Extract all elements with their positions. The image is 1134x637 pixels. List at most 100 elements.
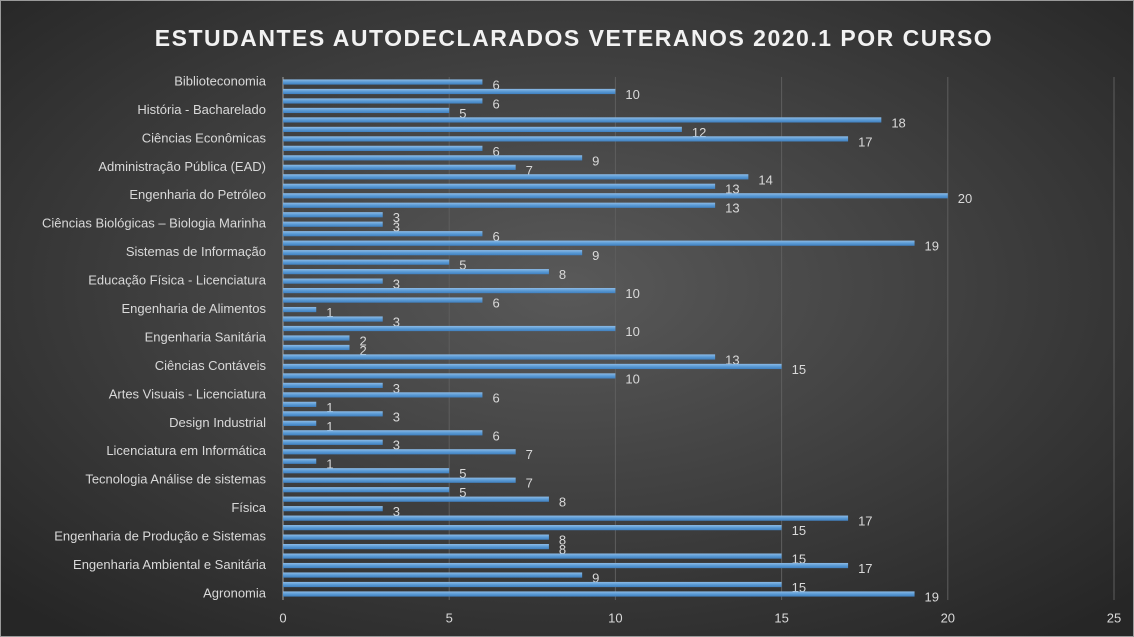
bar bbox=[283, 439, 383, 445]
data-label: 6 bbox=[492, 144, 499, 159]
data-label: 3 bbox=[393, 381, 400, 396]
y-tick-label: Engenharia Sanitária bbox=[145, 329, 267, 344]
data-label: 17 bbox=[858, 134, 872, 149]
bar bbox=[283, 174, 749, 180]
data-label: 20 bbox=[958, 191, 972, 206]
y-tick-label: Ciências Biológicas – Biologia Marinha bbox=[42, 216, 267, 231]
bar bbox=[283, 287, 616, 294]
data-label: 5 bbox=[459, 485, 466, 500]
data-label: 1 bbox=[326, 419, 333, 434]
data-label: 9 bbox=[592, 248, 599, 263]
data-label: 3 bbox=[393, 220, 400, 235]
bar bbox=[283, 98, 483, 104]
bar bbox=[283, 373, 616, 379]
bar bbox=[283, 382, 383, 389]
bar bbox=[283, 193, 948, 199]
x-tick-label: 5 bbox=[446, 610, 453, 625]
data-label: 8 bbox=[559, 542, 566, 557]
data-label: 5 bbox=[459, 106, 466, 121]
bar bbox=[283, 411, 383, 417]
y-tick-label: Física bbox=[231, 500, 266, 515]
data-label: 8 bbox=[559, 533, 566, 548]
bar bbox=[283, 430, 483, 436]
bar bbox=[283, 126, 682, 133]
bar bbox=[283, 581, 782, 588]
data-label: 7 bbox=[526, 447, 533, 462]
data-label: 6 bbox=[492, 428, 499, 443]
bar bbox=[283, 534, 549, 540]
bar bbox=[283, 553, 782, 559]
bar bbox=[283, 155, 583, 161]
data-label: 8 bbox=[559, 267, 566, 282]
bar bbox=[283, 278, 383, 284]
data-label: 18 bbox=[891, 115, 905, 130]
bar bbox=[283, 183, 716, 189]
bar bbox=[283, 306, 317, 313]
bar bbox=[283, 136, 849, 142]
bar bbox=[283, 269, 549, 275]
bar bbox=[283, 420, 317, 426]
data-label: 1 bbox=[326, 457, 333, 472]
data-label: 2 bbox=[359, 343, 366, 358]
data-label: 9 bbox=[592, 153, 599, 168]
bar bbox=[283, 231, 483, 237]
bar bbox=[283, 117, 882, 123]
bar bbox=[283, 259, 450, 265]
data-label: 12 bbox=[692, 125, 706, 140]
x-tick-label: 20 bbox=[941, 610, 955, 625]
x-tick-label: 25 bbox=[1107, 610, 1121, 625]
y-tick-label: Ciências Econômicas bbox=[142, 130, 267, 145]
y-tick-label: Engenharia de Produção e Sistemas bbox=[54, 529, 266, 544]
bar bbox=[283, 250, 583, 256]
bar bbox=[283, 325, 616, 332]
y-tick-label: Educação Física - Licenciatura bbox=[88, 273, 267, 288]
data-label: 6 bbox=[492, 390, 499, 405]
data-label: 19 bbox=[925, 589, 939, 604]
data-label: 5 bbox=[459, 258, 466, 273]
bar bbox=[283, 212, 383, 218]
data-label: 10 bbox=[625, 324, 639, 339]
bar bbox=[283, 591, 915, 597]
data-label: 19 bbox=[925, 239, 939, 254]
data-label: 3 bbox=[393, 409, 400, 424]
data-label: 6 bbox=[492, 77, 499, 92]
data-label: 13 bbox=[725, 352, 739, 367]
data-label: 15 bbox=[792, 580, 806, 595]
data-label: 1 bbox=[326, 400, 333, 415]
x-tick-label: 10 bbox=[608, 610, 622, 625]
y-tick-label: História - Bacharelado bbox=[137, 102, 266, 117]
data-label: 15 bbox=[792, 523, 806, 538]
data-label: 3 bbox=[393, 277, 400, 292]
data-label: 10 bbox=[625, 87, 639, 102]
y-tick-label: Design Industrial bbox=[169, 415, 266, 430]
data-label: 10 bbox=[625, 371, 639, 386]
bar bbox=[283, 164, 516, 170]
bar bbox=[283, 572, 583, 578]
data-label: 3 bbox=[393, 438, 400, 453]
y-tick-label: Sistemas de Informação bbox=[126, 244, 266, 259]
data-label: 8 bbox=[559, 495, 566, 510]
data-label: 6 bbox=[492, 229, 499, 244]
data-label: 14 bbox=[758, 172, 772, 187]
bar bbox=[283, 468, 450, 474]
data-label: 15 bbox=[792, 362, 806, 377]
bar bbox=[283, 107, 450, 114]
y-tick-label: Artes Visuais - Licenciatura bbox=[109, 386, 267, 401]
bar bbox=[283, 525, 782, 531]
y-tick-label: Agronomia bbox=[203, 585, 267, 600]
bar bbox=[283, 221, 383, 227]
x-tick-label: 0 bbox=[279, 610, 286, 625]
bar bbox=[283, 392, 483, 398]
y-tick-label: Administração Pública (EAD) bbox=[98, 159, 266, 174]
bar bbox=[283, 506, 383, 512]
bar bbox=[283, 363, 782, 370]
data-label: 6 bbox=[492, 296, 499, 311]
bar bbox=[283, 240, 915, 246]
data-label: 7 bbox=[526, 476, 533, 491]
y-tick-label: Biblioteconomia bbox=[174, 73, 267, 88]
data-label: 3 bbox=[393, 314, 400, 329]
bar bbox=[283, 145, 483, 151]
chart-title: ESTUDANTES AUTODECLARADOS VETERANOS 2020… bbox=[155, 25, 993, 51]
